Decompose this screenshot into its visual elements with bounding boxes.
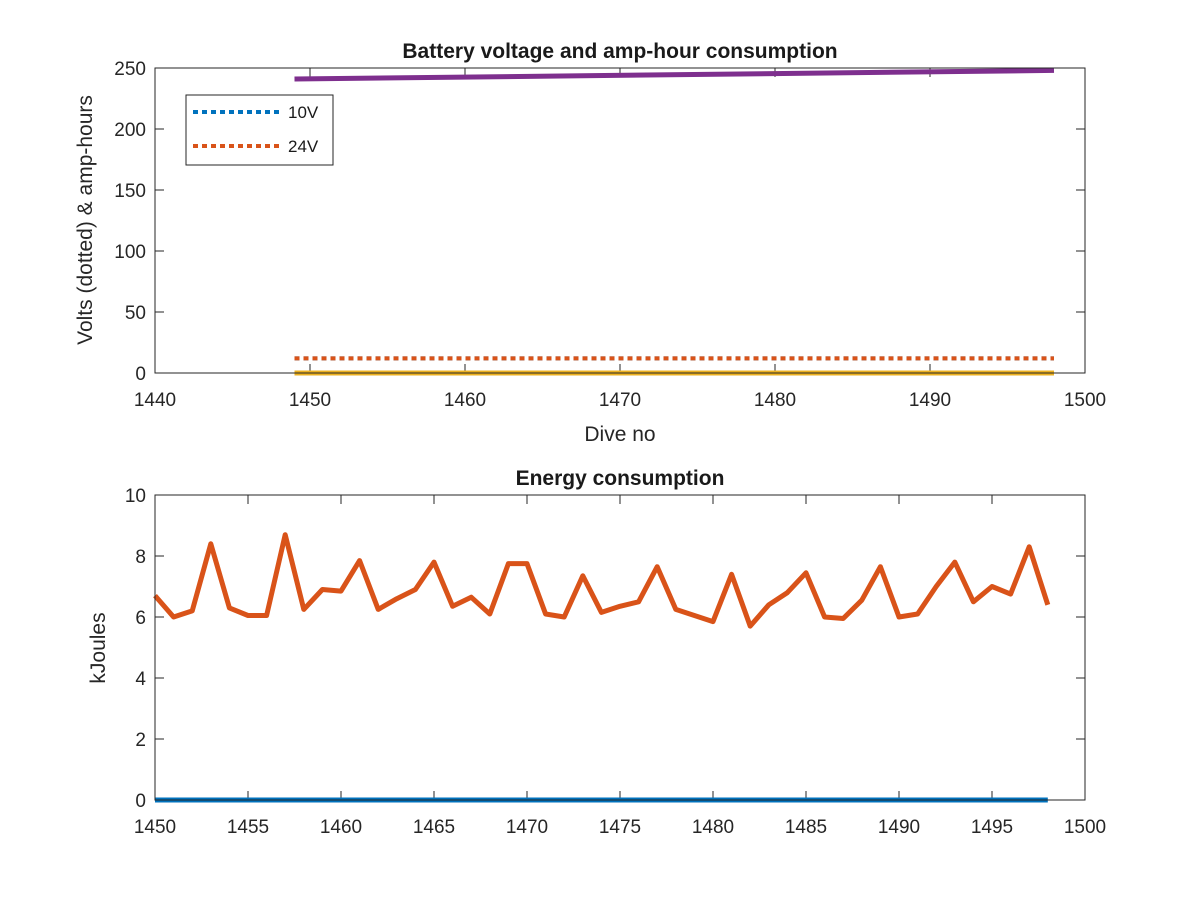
x-tick-label: 1470	[599, 390, 641, 411]
legend-box	[185, 94, 334, 166]
x-tick-label: 1450	[134, 817, 176, 838]
y-tick-label: 100	[114, 242, 146, 263]
series-line-0-3	[294, 67, 1055, 82]
y-tick-label: 150	[114, 181, 146, 202]
y-tick-label: 2	[135, 730, 146, 751]
y-tick-label: 4	[135, 669, 146, 690]
x-tick-label: 1465	[413, 817, 455, 838]
y-tick-label: 0	[135, 791, 146, 812]
x-tick-label: 1490	[909, 390, 951, 411]
x-tick-label: 1460	[444, 390, 486, 411]
y-tick-label: 0	[135, 364, 146, 385]
bottom-chart-frame	[154, 494, 1086, 801]
x-tick-label: 1460	[320, 817, 362, 838]
x-tick-label: 1500	[1064, 817, 1106, 838]
x-tick-label: 1495	[971, 817, 1013, 838]
top-chart-title: Battery voltage and amp-hour consumption	[402, 40, 837, 63]
x-tick-label: 1470	[506, 817, 548, 838]
top-chart-legend: 10V 24V	[185, 94, 334, 166]
top-chart-frame	[154, 67, 1086, 374]
x-tick-label: 1455	[227, 817, 269, 838]
series-line-1-0	[153, 532, 1051, 629]
bottom-chart-ticks: 1450 1455 1460 1465 1470 1475 1480 1485 1490 1495…	[125, 486, 1106, 838]
bottom-chart-ylabel: kJoules	[87, 612, 110, 683]
bottom-chart: Energy consumption kJoules 1450 1455 1460 1…	[87, 467, 1106, 838]
top-chart-xlabel: Dive no	[584, 423, 655, 446]
y-tick-label: 10	[125, 486, 146, 507]
x-tick-label: 1485	[785, 817, 827, 838]
legend-label-10v: 10V	[288, 103, 319, 122]
y-tick-label: 200	[114, 120, 146, 141]
y-tick-label: 6	[135, 608, 146, 629]
top-chart-ticks: 1440 1450 1460 1470 1480 1490 1500 0 50 100 150 200…	[114, 59, 1106, 411]
x-tick-label: 1480	[692, 817, 734, 838]
y-tick-label: 250	[114, 59, 146, 80]
x-tick-label: 1475	[599, 817, 641, 838]
x-tick-label: 1480	[754, 390, 796, 411]
x-tick-label: 1490	[878, 817, 920, 838]
y-tick-label: 8	[135, 547, 146, 568]
y-tick-label: 50	[125, 303, 146, 324]
legend-label-24v: 24V	[288, 137, 319, 156]
x-tick-label: 1450	[289, 390, 331, 411]
top-chart-ylabel: Volts (dotted) & amp-hours	[74, 95, 97, 345]
top-chart: Battery voltage and amp-hour consumption…	[74, 40, 1106, 446]
bottom-chart-title: Energy consumption	[516, 467, 725, 490]
x-tick-label: 1500	[1064, 390, 1106, 411]
x-tick-label: 1440	[134, 390, 176, 411]
